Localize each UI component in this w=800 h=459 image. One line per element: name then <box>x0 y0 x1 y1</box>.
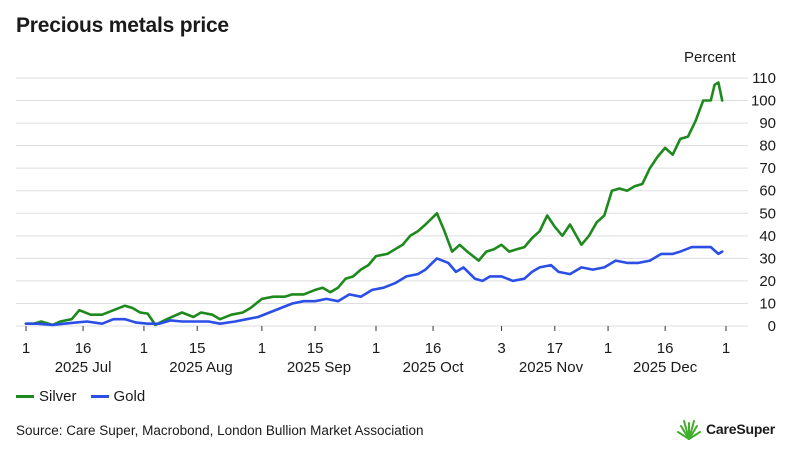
x-tick-label: 16 <box>75 340 92 357</box>
brand-name: CareSuper <box>706 421 776 437</box>
x-tick-label: 3 <box>497 340 505 357</box>
leaf-stroke <box>688 431 701 440</box>
y-tick-label: 80 <box>759 138 776 155</box>
x-tick-label: 1 <box>722 340 730 357</box>
legend-item-gold: Gold <box>90 388 146 405</box>
y-tick-label: 50 <box>759 205 776 222</box>
y-axis-unit: Percent <box>684 49 736 66</box>
caresuper-leaf-icon <box>677 420 701 440</box>
x-month-label: 2025 Aug <box>169 359 232 376</box>
series-line-gold <box>24 245 724 327</box>
x-tick-label: 15 <box>189 340 206 357</box>
x-tick-label: 16 <box>657 340 674 357</box>
x-tick-label: 15 <box>307 340 324 357</box>
y-tick-label: 110 <box>752 70 776 87</box>
y-tick-label: 100 <box>751 93 776 110</box>
legend-swatch-silver <box>16 395 34 398</box>
legend-item-silver: Silver <box>16 388 77 405</box>
x-axis-month-labels: 2025 Jul 2025 Aug 2025 Sep 2025 Oct 2025 Nov… <box>55 359 698 376</box>
leaf-stroke <box>677 431 690 440</box>
y-tick-label: 30 <box>759 250 776 267</box>
x-month-label: 2025 Jul <box>55 359 112 376</box>
y-axis-ticks: 0 10 20 30 40 50 60 70 80 90 100 110 <box>751 70 776 335</box>
x-tick-label: 1 <box>604 340 612 357</box>
y-tick-label: 70 <box>759 160 776 177</box>
legend-label-gold: Gold <box>113 388 146 405</box>
x-tick-label: 17 <box>546 340 563 357</box>
x-tick-label: 16 <box>425 340 442 357</box>
series-line-silver <box>24 81 724 327</box>
x-month-label: 2025 Nov <box>519 359 584 376</box>
y-tick-label: 40 <box>759 228 776 245</box>
y-tick-label: 10 <box>759 295 776 312</box>
leaf-stroke <box>683 420 690 440</box>
x-axis-ticks: 1 16 1 15 1 15 1 16 3 17 1 16 1 <box>22 326 730 357</box>
source-note: Source: Care Super, Macrobond, London Bu… <box>16 423 424 438</box>
x-month-label: 2025 Dec <box>633 359 698 376</box>
x-month-label: 2025 Oct <box>403 359 465 376</box>
legend: Silver Gold <box>16 388 159 405</box>
y-tick-label: 90 <box>759 115 776 132</box>
leaf-stroke <box>688 420 695 440</box>
brand-logo: CareSuper <box>676 417 775 441</box>
x-tick-label: 1 <box>22 340 30 357</box>
legend-swatch-gold <box>90 395 109 398</box>
x-month-label: 2025 Sep <box>287 359 351 376</box>
x-tick-label: 1 <box>258 340 266 357</box>
chart-title: Precious metals price <box>16 14 229 37</box>
x-tick-label: 1 <box>140 340 148 357</box>
x-tick-label: 1 <box>372 340 380 357</box>
y-tick-label: 60 <box>759 183 776 200</box>
series-lines <box>24 81 724 327</box>
y-tick-label: 20 <box>759 273 776 290</box>
y-tick-label: 0 <box>768 318 776 335</box>
legend-label-silver: Silver <box>39 388 77 405</box>
